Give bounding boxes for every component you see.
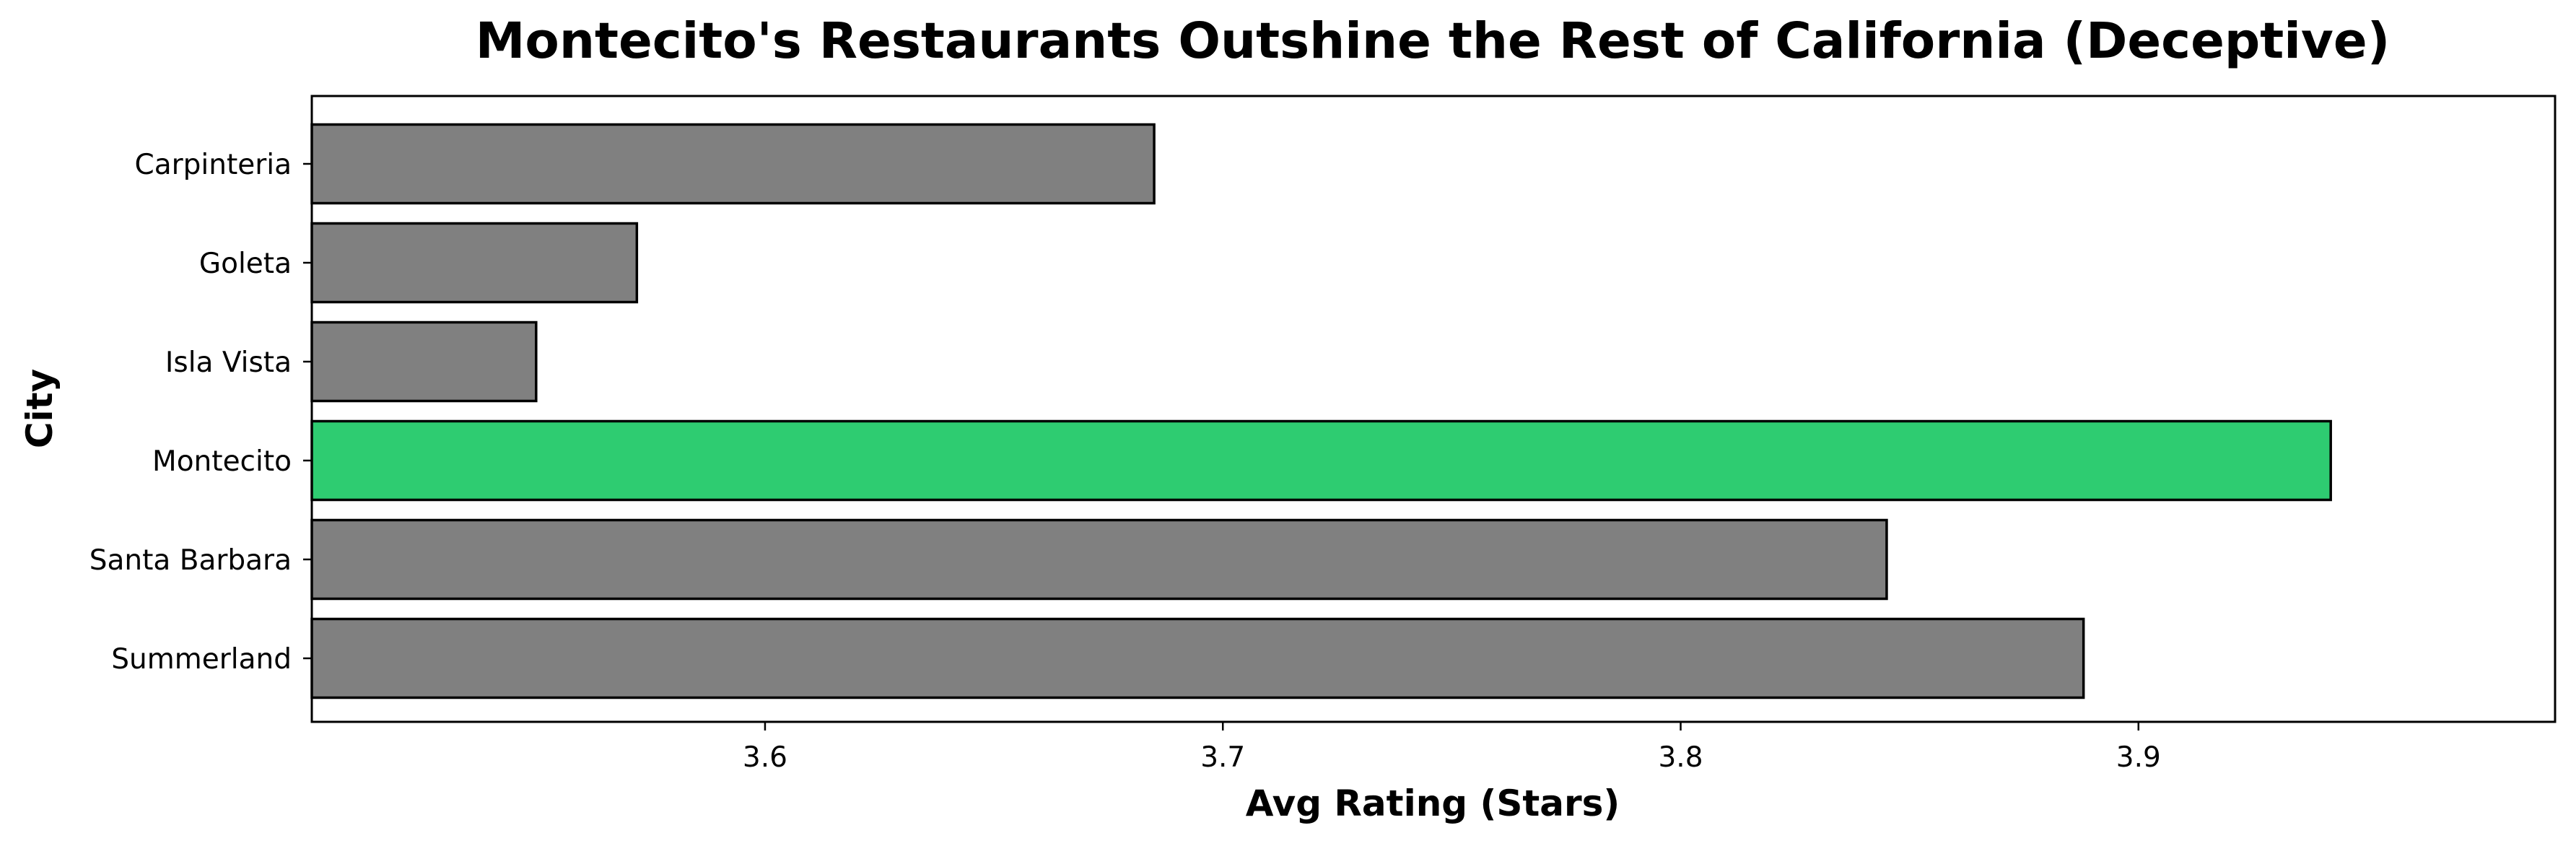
y-axis-label: City (19, 369, 61, 448)
chart-title: Montecito's Restaurants Outshine the Res… (476, 12, 2390, 70)
y-tick-label-isla-vista: Isla Vista (165, 346, 292, 379)
bar-goleta (310, 222, 639, 304)
y-tick-label-santa-barbara: Santa Barbara (89, 544, 292, 577)
bar-montecito (310, 419, 2332, 502)
x-tick-label-3-6: 3.6 (743, 741, 787, 774)
x-axis-label: Avg Rating (Stars) (1246, 782, 1620, 824)
bar-isla-vista (310, 320, 538, 403)
y-tick-label-summerland: Summerland (111, 643, 292, 676)
x-tick-label-3-7: 3.7 (1200, 741, 1245, 774)
x-tick-labels: 3.6 3.7 3.8 3.9 (743, 722, 2161, 774)
bars-layer (310, 123, 2332, 699)
y-tick-labels: Carpinteria Goleta Isla Vista Montecito Sant… (89, 149, 312, 676)
bar-santa-barbara (310, 518, 1888, 601)
x-tick-label-3-8: 3.8 (1658, 741, 1703, 774)
bar-carpinteria (310, 123, 1156, 205)
y-tick-label-montecito: Montecito (152, 445, 292, 478)
y-tick-label-goleta: Goleta (199, 248, 292, 280)
x-tick-label-3-9: 3.9 (2116, 741, 2161, 774)
plot-frame (310, 95, 2557, 723)
bar-summerland (310, 617, 2085, 699)
y-tick-label-carpinteria: Carpinteria (134, 149, 292, 181)
